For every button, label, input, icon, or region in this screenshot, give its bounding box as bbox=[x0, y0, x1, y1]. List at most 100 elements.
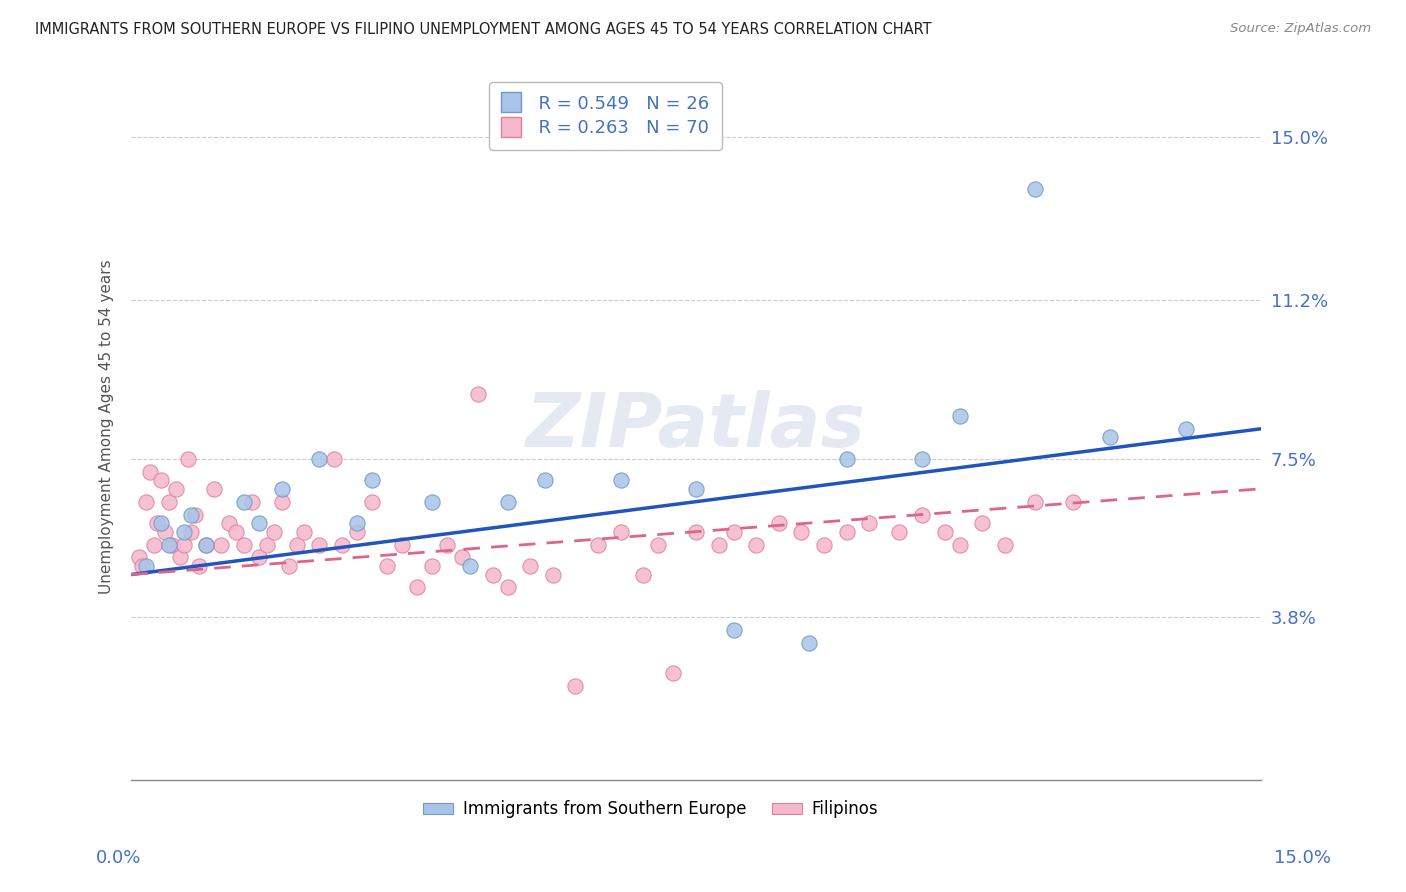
Point bbox=[541, 567, 564, 582]
Point bbox=[994, 537, 1017, 551]
Point bbox=[647, 537, 669, 551]
Point bbox=[835, 451, 858, 466]
Point bbox=[233, 494, 256, 508]
Point bbox=[813, 537, 835, 551]
Point bbox=[889, 524, 911, 539]
Point bbox=[934, 524, 956, 539]
Point bbox=[128, 550, 150, 565]
Point bbox=[586, 537, 609, 551]
Point bbox=[247, 516, 270, 530]
Point bbox=[375, 558, 398, 573]
Point bbox=[153, 524, 176, 539]
Point bbox=[162, 537, 184, 551]
Text: 0.0%: 0.0% bbox=[96, 848, 141, 866]
Point bbox=[150, 473, 173, 487]
Point bbox=[173, 537, 195, 551]
Legend: Immigrants from Southern Europe, Filipinos: Immigrants from Southern Europe, Filipin… bbox=[416, 794, 884, 825]
Point bbox=[564, 679, 586, 693]
Point bbox=[308, 537, 330, 551]
Point bbox=[519, 558, 541, 573]
Point bbox=[1099, 430, 1122, 444]
Point bbox=[169, 550, 191, 565]
Text: Source: ZipAtlas.com: Source: ZipAtlas.com bbox=[1230, 22, 1371, 36]
Point bbox=[131, 558, 153, 573]
Text: ZIPatlas: ZIPatlas bbox=[526, 390, 866, 463]
Text: IMMIGRANTS FROM SOUTHERN EUROPE VS FILIPINO UNEMPLOYMENT AMONG AGES 45 TO 54 YEA: IMMIGRANTS FROM SOUTHERN EUROPE VS FILIP… bbox=[35, 22, 932, 37]
Point bbox=[858, 516, 880, 530]
Point bbox=[406, 581, 429, 595]
Point bbox=[346, 524, 368, 539]
Point bbox=[240, 494, 263, 508]
Point bbox=[256, 537, 278, 551]
Point bbox=[1024, 182, 1046, 196]
Point bbox=[150, 516, 173, 530]
Point bbox=[247, 550, 270, 565]
Point bbox=[911, 508, 934, 522]
Point bbox=[481, 567, 503, 582]
Point bbox=[202, 482, 225, 496]
Point bbox=[142, 537, 165, 551]
Point bbox=[187, 558, 209, 573]
Point bbox=[218, 516, 240, 530]
Point bbox=[835, 524, 858, 539]
Point bbox=[323, 451, 346, 466]
Point bbox=[233, 537, 256, 551]
Point bbox=[451, 550, 474, 565]
Point bbox=[436, 537, 458, 551]
Point bbox=[157, 537, 180, 551]
Point bbox=[685, 524, 707, 539]
Point bbox=[135, 494, 157, 508]
Point bbox=[285, 537, 308, 551]
Point bbox=[157, 494, 180, 508]
Text: 15.0%: 15.0% bbox=[1274, 848, 1331, 866]
Point bbox=[467, 387, 489, 401]
Point bbox=[176, 451, 198, 466]
Point bbox=[723, 624, 745, 638]
Point bbox=[278, 558, 301, 573]
Point bbox=[225, 524, 247, 539]
Point bbox=[195, 537, 218, 551]
Point bbox=[270, 494, 292, 508]
Point bbox=[911, 451, 934, 466]
Point bbox=[768, 516, 790, 530]
Point bbox=[361, 473, 384, 487]
Point bbox=[361, 494, 384, 508]
Point bbox=[1062, 494, 1084, 508]
Point bbox=[165, 482, 187, 496]
Point bbox=[797, 636, 820, 650]
Point bbox=[180, 524, 202, 539]
Point bbox=[609, 473, 631, 487]
Point bbox=[631, 567, 654, 582]
Point bbox=[662, 666, 685, 681]
Point bbox=[707, 537, 730, 551]
Y-axis label: Unemployment Among Ages 45 to 54 years: Unemployment Among Ages 45 to 54 years bbox=[100, 260, 114, 594]
Point bbox=[173, 524, 195, 539]
Point bbox=[420, 494, 443, 508]
Point bbox=[195, 537, 218, 551]
Point bbox=[420, 558, 443, 573]
Point bbox=[723, 524, 745, 539]
Point bbox=[146, 516, 169, 530]
Point bbox=[496, 581, 519, 595]
Point bbox=[184, 508, 207, 522]
Point bbox=[308, 451, 330, 466]
Point bbox=[972, 516, 994, 530]
Point bbox=[330, 537, 353, 551]
Point bbox=[180, 508, 202, 522]
Point bbox=[458, 558, 481, 573]
Point bbox=[263, 524, 285, 539]
Point bbox=[534, 473, 557, 487]
Point bbox=[292, 524, 315, 539]
Point bbox=[948, 409, 970, 423]
Point bbox=[790, 524, 813, 539]
Point bbox=[135, 558, 157, 573]
Point bbox=[609, 524, 631, 539]
Point bbox=[139, 465, 162, 479]
Point bbox=[270, 482, 292, 496]
Point bbox=[1024, 494, 1046, 508]
Point bbox=[209, 537, 232, 551]
Point bbox=[496, 494, 519, 508]
Point bbox=[391, 537, 413, 551]
Point bbox=[1174, 422, 1197, 436]
Point bbox=[745, 537, 768, 551]
